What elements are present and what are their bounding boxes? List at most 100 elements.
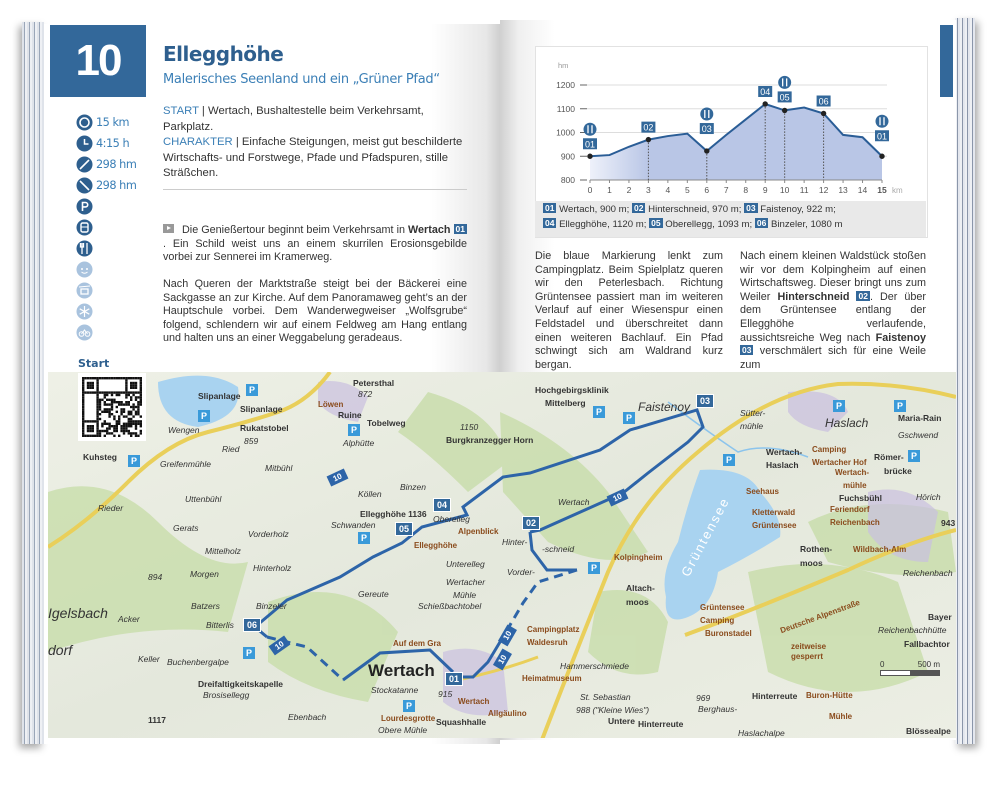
- route-segment-dashed-east: [501, 568, 578, 638]
- map-label: Kolpingheim: [614, 553, 663, 562]
- map-label: Burgkranzegger Horn: [446, 435, 534, 445]
- map-label: Acker: [118, 614, 140, 624]
- map-label: moos: [800, 558, 823, 568]
- map-label: Seehaus: [746, 487, 779, 496]
- map-label: Bitterlis: [206, 620, 234, 630]
- map-waypoint-03: 03: [696, 394, 715, 408]
- parking-icon: P: [403, 700, 415, 712]
- map-label: 894: [148, 572, 163, 582]
- x-tick-label: 14: [858, 185, 868, 195]
- parking-icon: P: [623, 412, 635, 424]
- x-tick-label: 9: [763, 185, 768, 195]
- feature-kids: [76, 259, 136, 280]
- stat-distance-value: 15 km: [96, 116, 130, 129]
- map-label: Hammerschmiede: [560, 661, 629, 671]
- map-label: Reichenbach: [903, 568, 953, 578]
- map-label: Kletterwald: [752, 508, 796, 517]
- topographic-map[interactable]: Petersthal 872 Slipanlage Slipanlage Löwen Ru…: [48, 372, 956, 738]
- qr-code[interactable]: [78, 373, 146, 441]
- map-label: Mühle: [453, 590, 477, 600]
- parking-icon: P: [723, 454, 735, 466]
- waypoint-badge-label: 01: [585, 139, 595, 149]
- waypoint-badge: [699, 123, 714, 135]
- legend-badge: 02: [632, 203, 646, 213]
- map-label: Waldesruh: [527, 638, 568, 647]
- map-waypoint-01: 01: [445, 672, 464, 686]
- restaurant-icon: [875, 114, 889, 128]
- map-label: Hinterreute: [638, 719, 684, 729]
- start-text: | Wertach, Bushaltestelle beim Verkehrsa…: [163, 105, 424, 133]
- map-label: 915: [438, 689, 453, 699]
- map-label: Keller: [138, 654, 160, 664]
- map-label: Ellegghöhe: [414, 541, 458, 550]
- map-waypoint-02: 02: [522, 516, 541, 530]
- map-label: Faistenoy: [638, 400, 691, 414]
- start-label: START: [163, 105, 199, 117]
- x-tick-label: 10: [780, 185, 790, 195]
- stat-descent: 298 hm: [76, 175, 137, 196]
- play-marker-icon: [163, 224, 174, 233]
- stat-duration: 4:15 h: [76, 133, 136, 154]
- waypoint-dot: [587, 153, 593, 159]
- p1-bold: Wertach: [408, 224, 451, 236]
- divider: [163, 189, 467, 190]
- waypoint-dot: [879, 153, 885, 159]
- bike-icon: [76, 324, 93, 341]
- duration-clock-icon: [76, 135, 93, 152]
- x-tick-label: 8: [743, 185, 748, 195]
- cable-car-icon: [76, 282, 93, 299]
- map-label: Binzen: [400, 482, 426, 492]
- map-label: St. Sebastian: [580, 692, 631, 702]
- map-label: Grüntensee: [700, 603, 745, 612]
- paragraph-1: Die Genießertour beginnt beim Verkehrsam…: [163, 224, 467, 265]
- feature-winter: [76, 301, 136, 322]
- x-tick-label: 13: [838, 185, 848, 195]
- page-title: Ellegghöhe: [163, 42, 284, 66]
- restaurant-icon-glyph: [704, 110, 710, 119]
- waypoint-dot: [704, 148, 710, 154]
- parking-icon: P: [348, 424, 360, 436]
- road-left: [48, 372, 332, 549]
- stat-ascent-value: 298 hm: [96, 158, 137, 171]
- stat-ascent: 298 hm: [76, 154, 137, 175]
- waypoint-badge-label: 04: [760, 87, 770, 97]
- map-label: Grüntensee: [752, 521, 797, 530]
- legend-entry: Faistenoy, 922 m;: [757, 204, 836, 215]
- legend-badge: 03: [744, 203, 758, 213]
- map-label: Feriendorf: [830, 505, 870, 514]
- map-label: Schwanden: [331, 520, 376, 530]
- map-label: Haslachalpe: [738, 728, 785, 738]
- waypoint-badge-label: 01: [877, 131, 887, 141]
- map-label: Blössealpe: [906, 726, 951, 736]
- paragraph-3: Die blaue Markierung lenkt zum Campingpl…: [535, 250, 723, 371]
- map-label: Löwen: [318, 400, 344, 409]
- x-tick-label: 15: [877, 185, 887, 195]
- map-label: Morgen: [190, 569, 219, 579]
- p4-text: Nach einem kleinen Waldstück stoßen wir …: [740, 250, 926, 303]
- map-label: Gschwend: [898, 430, 939, 440]
- character-text: | Einfache Steigungen, meist gut beschil…: [163, 136, 463, 179]
- map-label: dorf: [48, 642, 73, 658]
- parking-icon: P: [894, 400, 906, 412]
- map-label: Hinterholz: [253, 563, 292, 573]
- map-label: Auf dem Gra: [393, 639, 442, 648]
- map-label: 988 ("Kleine Wies"): [576, 705, 650, 715]
- road-deutsche-alpenstrasse: [684, 528, 956, 637]
- y-tick-label: 1200: [556, 80, 575, 90]
- start-label-map: Start: [78, 357, 110, 370]
- map-label: Ried: [222, 444, 240, 454]
- map-label: Mühle: [829, 712, 853, 721]
- map-label: Campingplatz: [527, 625, 580, 634]
- waypoint-badge-label: 05: [780, 92, 790, 102]
- profile-line: [589, 102, 883, 158]
- legend-badge: 06: [754, 218, 769, 228]
- map-label: Alphütte: [343, 438, 375, 448]
- chart-legend: 01 Wertach, 900 m; 02 Hinterschneid, 970…: [535, 201, 926, 237]
- map-label: Bayer: [928, 612, 952, 622]
- map-label: Batzers: [191, 601, 220, 611]
- map-label: Wildbach-Alm: [853, 545, 907, 554]
- map-label: Uttenbühl: [185, 494, 222, 504]
- y-tick-label: 1000: [556, 128, 575, 138]
- map-label: Unterelleg: [446, 559, 485, 569]
- restaurant-icon: [700, 107, 714, 121]
